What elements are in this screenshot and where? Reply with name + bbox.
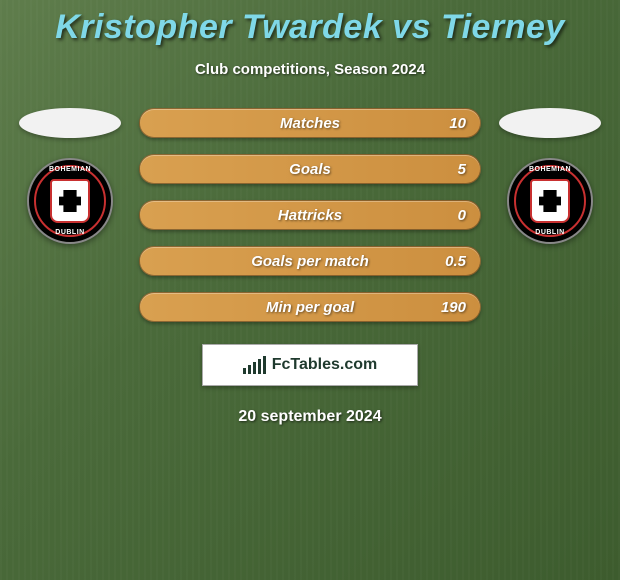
right-club-shield-icon [530,179,570,223]
stat-right-value: 190 [441,299,466,316]
left-player-column: BOHEMIAN DUBLIN [19,108,121,244]
right-club-badge: BOHEMIAN DUBLIN [507,158,593,244]
left-player-avatar [19,108,121,138]
stat-right-value: 0 [458,207,466,224]
stat-label: Min per goal [266,299,354,316]
date-text: 20 september 2024 [0,408,620,426]
stat-bar-matches: Matches 10 [139,108,481,138]
stat-bar-goals-per-match: Goals per match 0.5 [139,246,481,276]
stat-bar-hattricks: Hattricks 0 [139,200,481,230]
right-player-avatar [499,108,601,138]
stat-label: Goals per match [251,253,369,270]
stat-label: Goals [289,161,331,178]
right-club-bottom-text: DUBLIN [535,229,564,236]
left-club-top-text: BOHEMIAN [49,166,91,173]
stat-label: Hattricks [278,207,342,224]
left-club-bottom-text: DUBLIN [55,229,84,236]
stat-right-value: 10 [449,115,466,132]
bars-icon [243,356,266,374]
stat-right-value: 0.5 [445,253,466,270]
stat-bar-goals: Goals 5 [139,154,481,184]
stat-label: Matches [280,115,340,132]
right-player-column: BOHEMIAN DUBLIN [499,108,601,244]
stat-bar-min-per-goal: Min per goal 190 [139,292,481,322]
stat-right-value: 5 [458,161,466,178]
brand-text: FcTables.com [272,356,378,374]
left-club-badge: BOHEMIAN DUBLIN [27,158,113,244]
stats-column: Matches 10 Goals 5 Hattricks 0 Goals per… [139,108,481,322]
subtitle: Club competitions, Season 2024 [0,61,620,78]
fctables-link[interactable]: FcTables.com [202,344,418,386]
left-club-shield-icon [50,179,90,223]
right-club-top-text: BOHEMIAN [529,166,571,173]
page-title: Kristopher Twardek vs Tierney [0,0,620,47]
comparison-row: BOHEMIAN DUBLIN Matches 10 Goals 5 Hattr… [0,108,620,322]
